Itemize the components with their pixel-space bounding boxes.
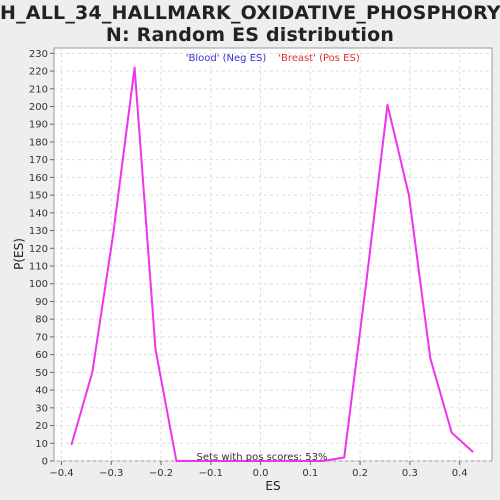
- y-tick-label: 20: [35, 421, 48, 432]
- x-tick-label: −0.4: [49, 468, 73, 479]
- series-layer: [70, 66, 474, 462]
- y-tick-label: 130: [29, 226, 48, 237]
- y-tick-label: 190: [29, 120, 48, 131]
- y-tick-label: 60: [35, 350, 48, 361]
- y-tick-label: 220: [29, 67, 48, 78]
- y-tick-label: 110: [29, 262, 48, 273]
- y-tick-label: 40: [35, 386, 48, 397]
- x-tick-label: −0.1: [199, 468, 223, 479]
- y-tick-label: 90: [35, 297, 48, 308]
- y-tick-label: 230: [29, 49, 48, 60]
- x-tick-label: 0.3: [402, 468, 418, 479]
- y-tick-label: 100: [29, 279, 48, 290]
- x-tick-label: −0.3: [99, 468, 123, 479]
- legend: 'Blood' (Neg ES) 'Breast' (Pos ES): [186, 53, 360, 64]
- x-tick-label: 0.2: [352, 468, 368, 479]
- y-tick-label: 210: [29, 84, 48, 95]
- chart-title-line-2: N: Random ES distribution: [105, 24, 395, 46]
- y-tick-label: 200: [29, 102, 48, 113]
- plot-area: [53, 47, 493, 462]
- y-tick-label: 160: [29, 173, 48, 184]
- legend-entry-breast: 'Breast' (Pos ES): [278, 53, 360, 64]
- y-tick-label: 10: [35, 439, 48, 450]
- x-tick-label: −0.2: [149, 468, 173, 479]
- chart-title: H_ALL_34_HALLMARK_OXIDATIVE_PHOSPHORYLAT…: [0, 2, 500, 46]
- y-tick-label: 120: [29, 244, 48, 255]
- pos-score-annotation: Sets with pos scores: 53%: [197, 452, 328, 463]
- x-tick-label: 0.1: [302, 468, 318, 479]
- x-axis-title: ES: [265, 479, 280, 493]
- chart-title-line-1: H_ALL_34_HALLMARK_OXIDATIVE_PHOSPHORYLAT…: [0, 2, 500, 24]
- y-tick-label: 50: [35, 368, 48, 379]
- y-tick-label: 150: [29, 191, 48, 202]
- y-tick-label: 180: [29, 137, 48, 148]
- y-tick-label: 0: [42, 457, 48, 468]
- axis-layer: 0 10 20 30 40 50 60 70 80 90 100 110 120 130 140 150 160…: [29, 49, 468, 479]
- x-tick-label: 0.0: [253, 468, 269, 479]
- es-distribution-line: [70, 66, 474, 462]
- y-tick-label: 30: [35, 403, 48, 414]
- legend-entry-blood: 'Blood' (Neg ES): [186, 53, 267, 64]
- y-tick-label: 140: [29, 208, 48, 219]
- grid-layer: [54, 48, 492, 462]
- y-axis-title: P(ES): [12, 238, 26, 270]
- y-tick-label: 70: [35, 332, 48, 343]
- x-tick-label: 0.4: [452, 468, 468, 479]
- y-tick-label: 80: [35, 315, 48, 326]
- y-tick-label: 170: [29, 155, 48, 166]
